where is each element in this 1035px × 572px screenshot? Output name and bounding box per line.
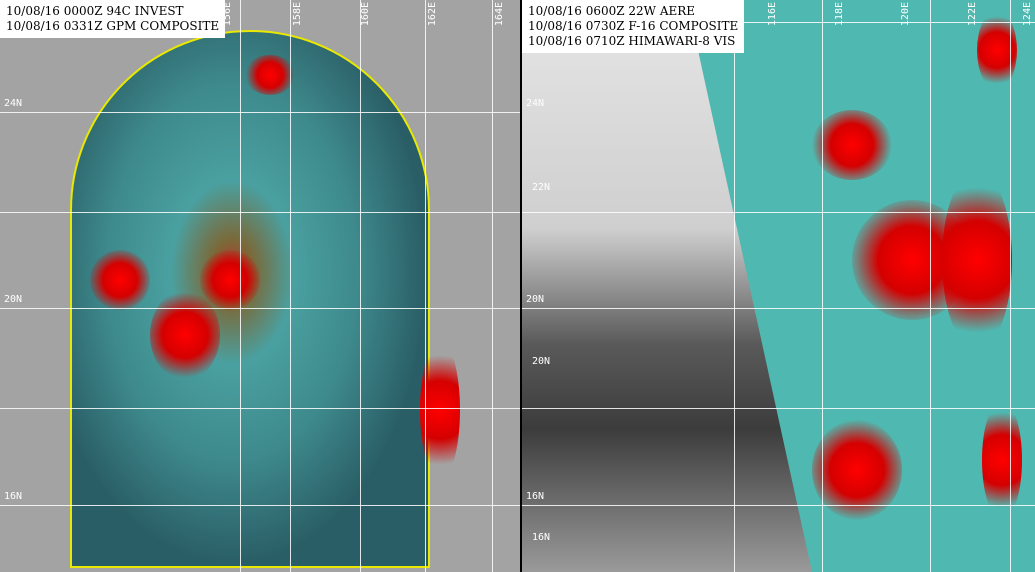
caption-line: 10/08/16 0000Z 94C INVEST xyxy=(6,4,184,18)
left-satellite-panel: 156E 158E 160E 162E 164E 24N 20N 16N 10/… xyxy=(0,0,520,572)
grid-line xyxy=(0,408,520,409)
caption-line: 10/08/16 0730Z F-16 COMPOSITE xyxy=(528,19,739,33)
himawari-vis-image xyxy=(522,0,812,572)
right-caption: 10/08/16 0600Z 22W AERE 10/08/16 0730Z F-… xyxy=(522,0,745,53)
left-caption: 10/08/16 0000Z 94C INVEST 10/08/16 0331Z … xyxy=(0,0,226,38)
caption-line: 10/08/16 0331Z GPM COMPOSITE xyxy=(6,19,220,33)
grid-line xyxy=(522,408,1035,409)
grid-line xyxy=(734,0,735,572)
rain-cell xyxy=(982,400,1022,520)
rain-cell xyxy=(942,170,1012,350)
lon-label: 116E xyxy=(767,2,778,27)
lat-label: 16N xyxy=(4,491,23,502)
lon-label: 124E xyxy=(1022,2,1033,27)
lon-label: 164E xyxy=(494,2,505,27)
lat-label: 24N xyxy=(526,98,545,109)
grid-line xyxy=(290,0,291,572)
lat-label: 16N xyxy=(532,532,551,543)
rain-cell xyxy=(200,250,260,310)
lat-label: 16N xyxy=(526,491,545,502)
rain-cell xyxy=(812,110,892,180)
lat-label: 20N xyxy=(4,294,23,305)
grid-line xyxy=(1010,0,1011,572)
grid-line xyxy=(522,22,1035,23)
rain-cell xyxy=(420,340,460,480)
rain-cell xyxy=(90,250,150,310)
grid-line xyxy=(822,0,823,572)
grid-line xyxy=(522,308,1035,309)
grid-line xyxy=(930,0,931,572)
rain-cell xyxy=(245,55,295,95)
grid-line xyxy=(240,0,241,572)
grid-line xyxy=(522,505,1035,506)
rain-cell xyxy=(812,420,902,520)
grid-line xyxy=(522,212,1035,213)
lat-label: 22N xyxy=(532,182,551,193)
grid-line xyxy=(0,308,520,309)
grid-line xyxy=(492,0,493,572)
rain-cell xyxy=(150,290,220,380)
lon-label: 160E xyxy=(360,2,371,27)
lon-label: 120E xyxy=(900,2,911,27)
lon-label: 158E xyxy=(292,2,303,27)
lon-label: 122E xyxy=(967,2,978,27)
caption-line: 10/08/16 0710Z HIMAWARI-8 VIS xyxy=(528,34,736,48)
lat-label: 24N xyxy=(4,98,23,109)
grid-line xyxy=(0,505,520,506)
lat-label: 20N xyxy=(532,356,551,367)
grid-line xyxy=(0,112,520,113)
grid-line xyxy=(0,212,520,213)
grid-line xyxy=(425,0,426,572)
right-satellite-panel: 116E 118E 120E 122E 124E 24N 22N 20N 20N… xyxy=(522,0,1035,572)
caption-line: 10/08/16 0600Z 22W AERE xyxy=(528,4,696,18)
lat-label: 20N xyxy=(526,294,545,305)
lon-label: 162E xyxy=(427,2,438,27)
lon-label: 118E xyxy=(834,2,845,27)
grid-line xyxy=(360,0,361,572)
